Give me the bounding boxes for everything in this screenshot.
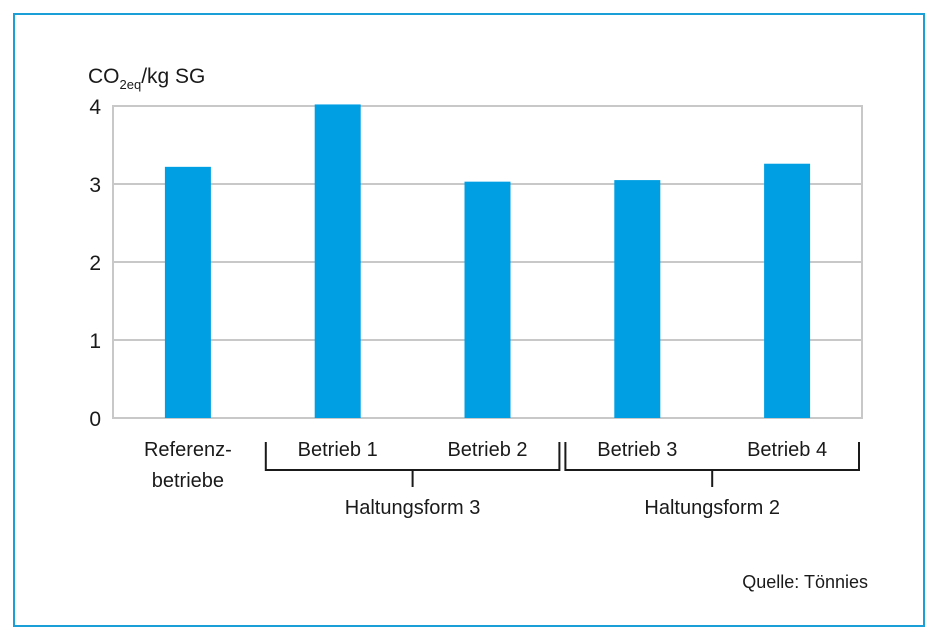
category-label-2: Betrieb 2 [447, 439, 527, 461]
category-label-0-line-1: betriebe [152, 470, 224, 492]
group-label-0: Haltungsform 3 [345, 497, 481, 519]
bar-0 [164, 166, 211, 418]
category-label-1: Betrieb 1 [298, 439, 378, 461]
y-axis-label: CO2eq/kg SG [88, 65, 205, 92]
bar-3 [614, 180, 661, 418]
category-label-0-line-0: Referenz- [144, 439, 232, 461]
y-tick-label-0: 0 [89, 408, 101, 431]
group-bracket-1 [564, 442, 860, 487]
group-bracket-0 [264, 442, 561, 487]
bar-1 [314, 104, 361, 418]
source-note: Quelle: Tönnies [742, 572, 868, 592]
y-tick-label-1: 1 [89, 330, 101, 353]
category-label-3: Betrieb 3 [597, 439, 677, 461]
bar-4 [764, 163, 811, 418]
y-tick-label-2: 2 [89, 252, 101, 275]
group-label-1: Haltungsform 2 [644, 497, 780, 519]
bar-2 [464, 181, 511, 418]
category-label-4: Betrieb 4 [747, 439, 827, 461]
y-tick-label-3: 3 [89, 174, 101, 197]
y-tick-label-4: 4 [89, 96, 101, 119]
